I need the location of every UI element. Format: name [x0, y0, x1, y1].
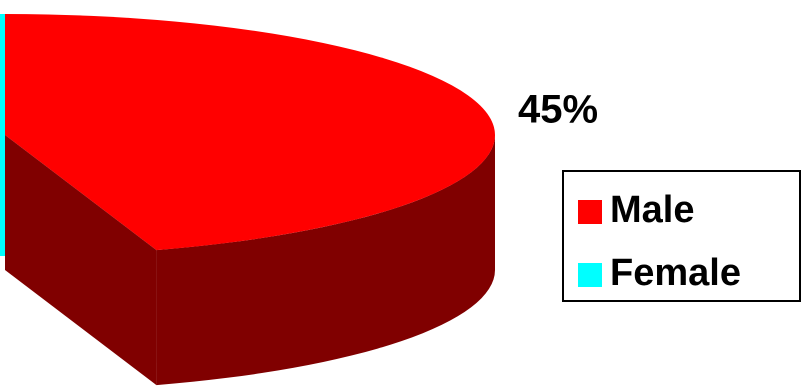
data-label: 45%	[518, 88, 598, 132]
legend-label: Female	[610, 252, 741, 294]
legend-label: Male	[610, 189, 694, 231]
pie-side-wall	[156, 135, 495, 386]
pie-slice	[5, 14, 495, 251]
legend-swatch	[578, 263, 602, 287]
legend-swatch	[578, 200, 602, 224]
pie-cut-face	[5, 135, 157, 386]
legend-box	[562, 170, 801, 302]
